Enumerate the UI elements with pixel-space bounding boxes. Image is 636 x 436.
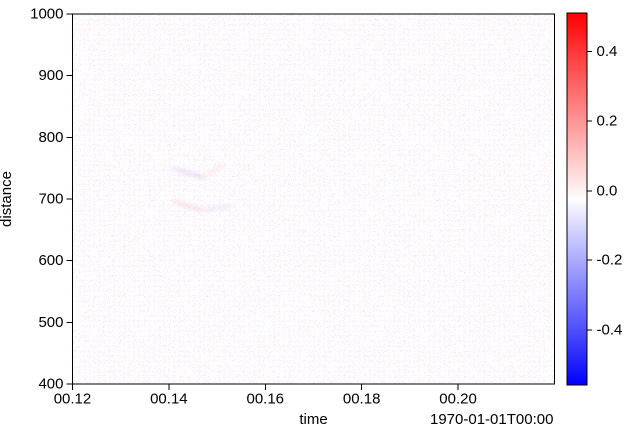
svg-text:distance: distance: [0, 171, 15, 227]
svg-text:600: 600: [38, 252, 63, 269]
svg-text:00.20: 00.20: [439, 391, 477, 408]
svg-text:800: 800: [38, 129, 63, 146]
svg-text:0.0: 0.0: [597, 183, 618, 200]
svg-text:900: 900: [38, 67, 63, 84]
svg-text:700: 700: [38, 191, 63, 208]
svg-text:1970-01-01T00:00: 1970-01-01T00:00: [430, 411, 553, 428]
svg-text:0.2: 0.2: [597, 113, 618, 130]
svg-text:500: 500: [38, 314, 63, 331]
svg-text:00.16: 00.16: [246, 391, 284, 408]
svg-text:time: time: [299, 411, 327, 428]
svg-text:-0.2: -0.2: [597, 252, 623, 269]
svg-text:0.4: 0.4: [597, 43, 618, 60]
svg-text:00.12: 00.12: [54, 391, 92, 408]
svg-text:00.18: 00.18: [343, 391, 381, 408]
svg-text:-0.4: -0.4: [597, 322, 623, 339]
svg-text:1000: 1000: [30, 6, 63, 23]
svg-text:00.14: 00.14: [150, 391, 188, 408]
